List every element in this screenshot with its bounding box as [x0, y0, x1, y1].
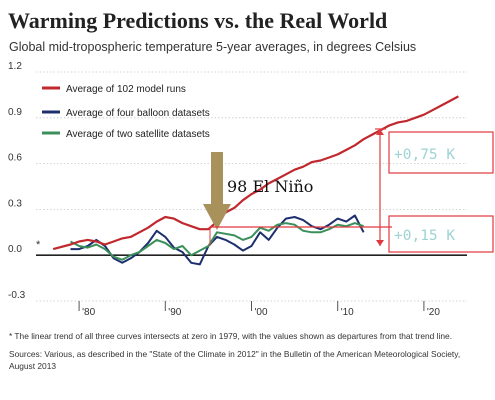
- x-tick-label: '00: [255, 307, 268, 318]
- y-tick-label: 1.2: [8, 61, 22, 72]
- chart-footnote: * The linear trend of all three curves i…: [9, 331, 453, 341]
- delta-obs-box: [388, 215, 494, 253]
- chart-title: Warming Predictions vs. the Real World: [8, 8, 388, 33]
- delta-annotation: [209, 128, 392, 246]
- asterisk-marker: *: [36, 239, 41, 251]
- model-runs-line: [52, 95, 459, 251]
- y-tick-label: -0.3: [8, 290, 26, 301]
- chart-subtitle: Global mid-tropospheric temperature 5-ye…: [9, 40, 417, 54]
- el-nino-label: 98 El Niño: [227, 177, 313, 196]
- legend-label-model: Average of 102 model runs: [66, 84, 186, 95]
- grid-lines: [36, 71, 467, 302]
- x-tick-label: '80: [82, 307, 95, 318]
- legend-label-balloon: Average of four balloon datasets: [66, 108, 210, 119]
- delta-model-label: +0,75 K: [394, 147, 455, 163]
- delta-model-box: [388, 131, 494, 174]
- y-axis-ticks: -0.3 0.0 0.3 0.6 0.9 1.2: [8, 61, 26, 301]
- chart-sources: Sources: Various, as described in the "S…: [9, 349, 461, 371]
- legend: Average of 102 model runs Average of fou…: [42, 84, 210, 140]
- legend-label-satellite: Average of two satellite datasets: [66, 129, 210, 140]
- delta-obs-label: +0,15 K: [394, 228, 455, 244]
- x-tick-label: '20: [427, 307, 440, 318]
- satellite-datasets-line: [70, 222, 364, 261]
- x-axis-ticks: '80 '90 '00 '10 '20: [78, 301, 440, 318]
- y-tick-label: 0.6: [8, 153, 22, 164]
- y-tick-label: 0.0: [8, 244, 22, 255]
- x-tick-label: '10: [341, 307, 354, 318]
- y-tick-label: 0.3: [8, 198, 22, 209]
- y-tick-label: 0.9: [8, 107, 22, 118]
- x-tick-label: '90: [168, 307, 181, 318]
- el-nino-arrow: [203, 152, 231, 230]
